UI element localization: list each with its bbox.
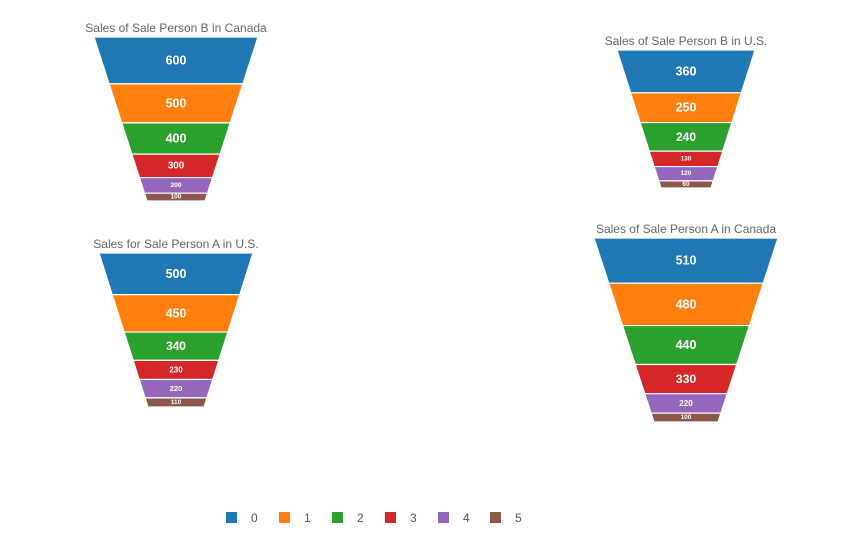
legend-swatch [226, 512, 237, 523]
segment-value-label: 130 [681, 155, 692, 162]
legend-item[interactable]: 1 [279, 511, 311, 525]
legend-swatch [332, 512, 343, 523]
segment-value-label: 450 [166, 306, 187, 320]
segment-value-label: 480 [676, 297, 697, 311]
segment-value-label: 250 [676, 101, 697, 115]
segment-value-label: 600 [166, 53, 187, 67]
funnel-panel-3: Sales for Sale Person A in U.S. 500 450 340… [93, 237, 259, 408]
funnel-title: Sales of Sale Person A in Canada [596, 222, 776, 236]
legend-item[interactable]: 4 [438, 511, 470, 525]
segment-value-label: 120 [681, 170, 692, 177]
funnel-title: Sales of Sale Person B in Canada [85, 21, 267, 35]
segment-value-label: 500 [166, 96, 187, 110]
segment-value-label: 340 [166, 339, 186, 353]
legend-label: 4 [463, 511, 470, 525]
segment-value-label: 110 [171, 399, 182, 406]
segment-value-label: 440 [676, 338, 697, 352]
legend-label: 3 [410, 511, 417, 525]
funnel-segment[interactable] [650, 412, 722, 423]
legend-swatch [385, 512, 396, 523]
segment-value-label: 400 [166, 132, 187, 146]
legend-item[interactable]: 3 [385, 511, 417, 525]
segment-value-label: 200 [170, 182, 181, 189]
funnel-panel-1: Sales of Sale Person B in Canada 600 500 40… [85, 21, 267, 202]
funnel-segment[interactable] [144, 397, 208, 408]
segment-value-label: 60 [682, 181, 690, 188]
segment-value-label: 360 [676, 64, 697, 78]
segment-value-label: 220 [679, 399, 693, 408]
legend-label: 5 [515, 511, 522, 525]
segment-value-label: 500 [166, 267, 187, 281]
legend-label: 1 [304, 511, 311, 525]
legend-label: 2 [357, 511, 364, 525]
legend: 0 1 2 3 4 5 [226, 511, 522, 525]
legend-swatch [490, 512, 501, 523]
segment-value-label: 330 [676, 372, 697, 386]
segment-value-label: 230 [169, 365, 183, 374]
segment-value-label: 300 [168, 160, 185, 171]
legend-item[interactable]: 0 [226, 511, 258, 525]
legend-item[interactable]: 5 [490, 511, 522, 525]
funnel-segment[interactable] [143, 192, 209, 202]
funnel-title: Sales for Sale Person A in U.S. [93, 237, 258, 251]
legend-swatch [438, 512, 449, 523]
legend-swatch [279, 512, 290, 523]
funnel-segment[interactable] [657, 180, 715, 189]
segment-value-label: 510 [676, 254, 697, 268]
legend-label: 0 [251, 511, 258, 525]
funnel-panel-2: Sales of Sale Person B in U.S. 360 250 240 1… [605, 34, 768, 189]
funnel-title: Sales of Sale Person B in U.S. [605, 34, 768, 48]
segment-value-label: 240 [676, 130, 696, 144]
funnel-panel-4: Sales of Sale Person A in Canada 510 480 44… [593, 222, 779, 423]
segment-value-label: 220 [170, 384, 183, 393]
legend-item[interactable]: 2 [332, 511, 364, 525]
segment-value-label: 100 [681, 414, 692, 421]
segment-value-label: 100 [171, 194, 182, 201]
